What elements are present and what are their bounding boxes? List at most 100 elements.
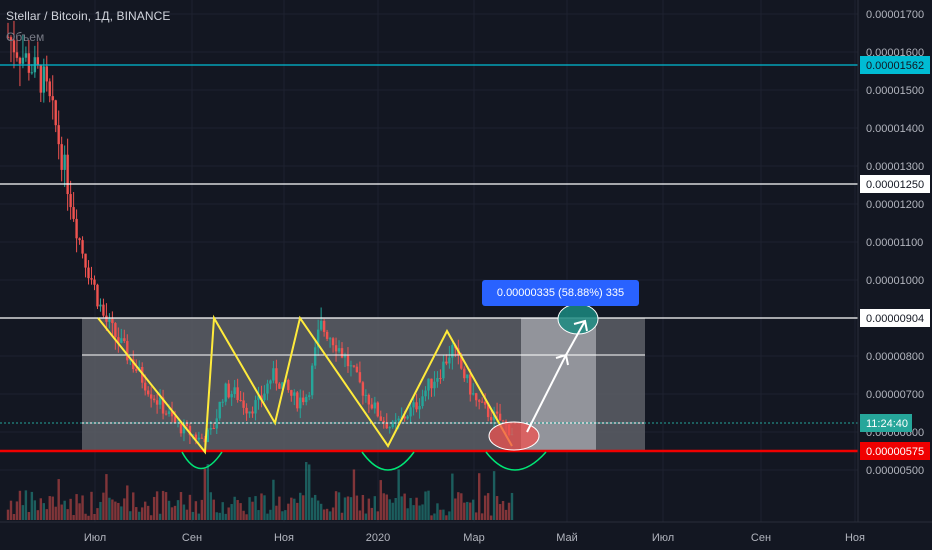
candle-body <box>161 397 165 414</box>
volume-bar <box>138 511 141 520</box>
level-label-575-bg <box>860 442 930 460</box>
volume-bar <box>275 505 278 520</box>
candle-body <box>15 52 19 58</box>
candle-body <box>54 100 57 126</box>
volume-bar <box>6 509 10 520</box>
candle-body <box>170 411 174 417</box>
time-axis[interactable]: Июл Сен Ноя 2020 Мар Май Июл Сен Ноя <box>84 532 865 544</box>
volume-bar <box>361 494 365 520</box>
level-label-1562: 0.00001562 <box>866 60 924 72</box>
volume-bar <box>409 498 412 520</box>
volume-bar <box>472 499 475 520</box>
candle-body <box>143 382 147 391</box>
candle-body <box>472 393 475 395</box>
volume-bar <box>483 495 487 520</box>
volume-bar <box>367 498 371 520</box>
volume-bar <box>328 511 332 520</box>
volume-bar <box>376 511 379 520</box>
candle-body <box>155 400 159 405</box>
volume-bar <box>212 499 215 520</box>
candle-body <box>370 404 374 409</box>
volume-bar <box>287 503 290 520</box>
volume-bar <box>281 511 284 520</box>
volume-bar <box>123 498 126 520</box>
volume-bar <box>191 511 195 520</box>
x-tick-label: Июл <box>652 532 674 544</box>
projection-arrow[interactable] <box>526 319 588 433</box>
volume-bar <box>158 513 162 520</box>
candle-body <box>489 417 493 421</box>
candle-body <box>12 40 16 53</box>
volume-bar <box>266 513 269 520</box>
candle-body <box>397 418 400 421</box>
volume-bar <box>108 497 111 520</box>
volume-bar <box>325 508 329 520</box>
y-tick-label: 0.00001200 <box>866 199 924 211</box>
volume-bar <box>370 507 374 520</box>
y-tick-label: 0.00001300 <box>866 161 924 173</box>
volume-bar <box>501 500 505 520</box>
volume-bar <box>319 503 323 520</box>
volume-bars <box>6 462 514 520</box>
candle-body <box>236 387 239 401</box>
candle-body <box>209 428 212 430</box>
volume-bar <box>21 505 25 520</box>
candle-body <box>102 304 105 316</box>
current-zone-ellipse[interactable] <box>488 421 540 451</box>
candle-body <box>275 368 278 384</box>
candle-body <box>436 378 439 382</box>
candle-body <box>114 323 117 338</box>
volume-bar <box>445 515 448 520</box>
volume-bar <box>424 491 427 520</box>
candle-body <box>278 383 281 389</box>
candle-body <box>224 383 227 402</box>
candle-body <box>361 382 365 396</box>
candle-body <box>308 395 311 397</box>
candle-body <box>221 401 224 403</box>
candle-body <box>501 420 505 422</box>
volume-bar <box>141 507 144 520</box>
candle-body <box>418 406 421 410</box>
candle-body <box>84 253 87 268</box>
volume-bar <box>477 473 481 520</box>
candle-body <box>191 434 195 436</box>
volume-bar <box>308 464 311 520</box>
x-tick-label: Сен <box>751 532 771 544</box>
volume-bar <box>480 513 484 520</box>
candle-body <box>310 365 314 396</box>
volume-bar <box>143 501 147 520</box>
level-label-1250-bg <box>860 175 930 193</box>
volume-bar <box>129 511 132 520</box>
candle-body <box>293 392 296 396</box>
volume-bar <box>218 512 221 520</box>
volume-bar <box>388 499 391 520</box>
zigzag-pattern[interactable] <box>97 314 513 455</box>
candle-body <box>477 400 481 402</box>
volume-bar <box>364 513 368 520</box>
volume-bar <box>167 500 171 520</box>
volume-bar <box>504 509 508 520</box>
volume-bar <box>451 473 454 520</box>
candle-body <box>39 65 43 93</box>
volume-label: Объем <box>6 30 45 44</box>
candle-body <box>439 378 442 380</box>
candle-body <box>179 422 183 434</box>
volume-bar <box>439 509 442 520</box>
chart-title: Stellar / Bitcoin, 1Д, BINANCE <box>6 9 171 23</box>
volume-bar <box>114 501 117 520</box>
candle-body <box>194 434 198 440</box>
volume-bar <box>313 494 317 520</box>
candle-body <box>388 427 391 429</box>
bottom-curve-2 <box>361 451 415 471</box>
candle-body <box>120 338 123 343</box>
measure-label[interactable]: 0.00000335 (58.88%) 335 <box>482 280 639 306</box>
target-ellipse[interactable] <box>557 303 599 335</box>
candle-body <box>167 411 171 415</box>
volume-bar <box>400 496 403 520</box>
volume-bar <box>84 513 87 520</box>
volume-bar <box>495 496 499 520</box>
volume-bar <box>263 495 266 520</box>
candle-body <box>319 320 323 330</box>
volume-bar <box>278 496 281 520</box>
